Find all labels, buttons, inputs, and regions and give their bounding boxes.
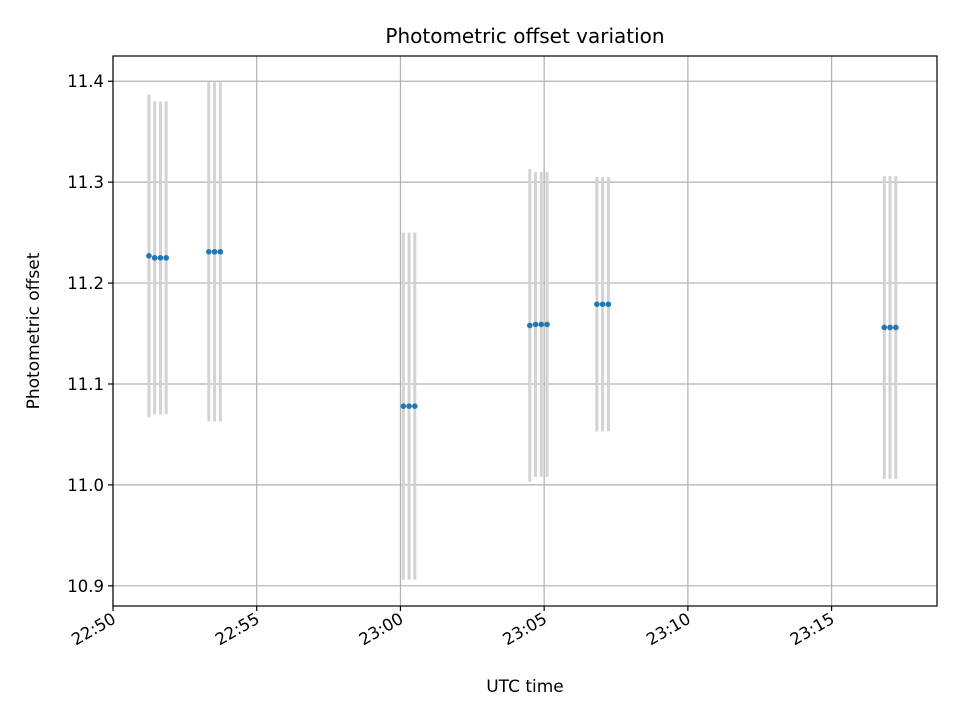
data-point <box>881 324 888 331</box>
data-point <box>594 301 600 308</box>
data-point <box>146 253 152 259</box>
y-tick-label: 11.4 <box>67 72 104 91</box>
data-point <box>217 248 224 255</box>
y-axis: 10.9 11.0 11.1 11.2 11.3 11.4 <box>67 72 113 596</box>
data-point <box>406 403 412 409</box>
x-axis-label: UTC time <box>486 677 564 697</box>
y-tick-label: 11.1 <box>67 375 104 394</box>
data-point <box>605 301 612 308</box>
data-point <box>151 255 158 261</box>
data-point <box>526 322 533 329</box>
y-tick-label: 11.3 <box>67 173 104 192</box>
plot-frame <box>112 55 938 607</box>
data-point <box>544 321 550 328</box>
data-point <box>893 324 899 331</box>
y-tick-label: 11.0 <box>67 476 104 495</box>
data-point <box>400 403 407 409</box>
data-point <box>538 321 545 328</box>
data-point <box>206 248 212 255</box>
y-axis-label: Photometric offset <box>24 252 44 409</box>
y-tick-label: 10.9 <box>67 577 104 596</box>
data-point <box>163 255 169 261</box>
data-point <box>211 248 218 255</box>
data-point <box>412 403 418 409</box>
data-point <box>157 255 164 261</box>
grid <box>112 56 937 606</box>
data-point <box>599 301 606 308</box>
plot-area <box>113 56 937 606</box>
chart-title: Photometric offset variation <box>385 24 664 48</box>
data-point <box>887 324 893 331</box>
data-points <box>146 248 899 409</box>
data-point <box>532 321 539 328</box>
y-tick-label: 11.2 <box>67 274 104 293</box>
